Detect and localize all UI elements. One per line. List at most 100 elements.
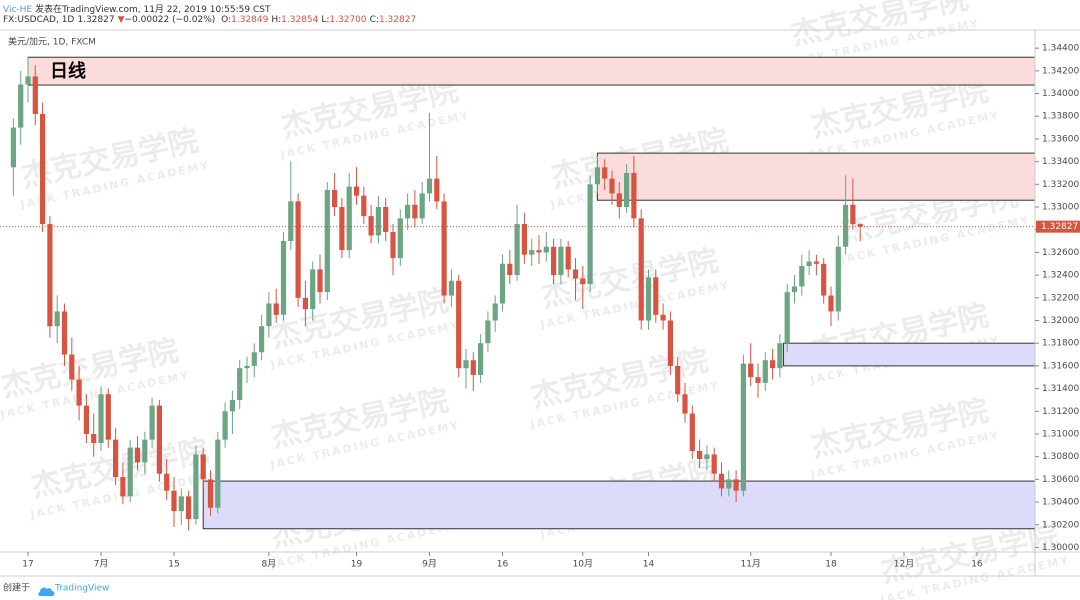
y-tick-label: 1.33400 bbox=[1042, 157, 1079, 167]
candle-body bbox=[463, 360, 469, 369]
candle-body bbox=[251, 352, 257, 366]
y-tick-label: 1.30400 bbox=[1042, 498, 1079, 508]
candle-body bbox=[499, 263, 506, 304]
candle-body bbox=[594, 167, 600, 185]
candle-body bbox=[478, 343, 484, 375]
candle-body bbox=[762, 360, 768, 383]
candle-body bbox=[521, 224, 527, 255]
candle-body bbox=[689, 413, 695, 452]
candle-body bbox=[448, 280, 454, 296]
candle-body bbox=[616, 193, 622, 208]
x-tick-label: 12月 bbox=[894, 559, 914, 570]
x-tick-label: 11月 bbox=[740, 559, 760, 570]
candle-body bbox=[791, 286, 798, 293]
candle-body bbox=[740, 363, 746, 491]
candle-body bbox=[215, 439, 221, 508]
y-tick-label: 1.33200 bbox=[1042, 180, 1079, 190]
x-tick-label: 19 bbox=[351, 560, 363, 570]
candle-body bbox=[704, 454, 710, 459]
candle-body bbox=[207, 479, 214, 508]
candle-body bbox=[113, 439, 119, 478]
x-tick-label: 16 bbox=[971, 560, 983, 570]
candle-body bbox=[134, 447, 141, 463]
zone bbox=[596, 152, 1036, 201]
candle-body bbox=[529, 250, 535, 255]
candle-body bbox=[310, 269, 316, 310]
candle-body bbox=[675, 365, 681, 395]
candle-body bbox=[368, 216, 374, 236]
candle-body bbox=[127, 447, 133, 497]
last-price-label: 1.32827 bbox=[1041, 222, 1078, 232]
header-line-1: Vic-HE 发表在TradingView.com, 11月 22, 2019 1… bbox=[3, 2, 274, 15]
zone bbox=[783, 342, 1036, 367]
candle-body bbox=[361, 195, 367, 217]
candle-body bbox=[682, 394, 688, 414]
x-tick-label: 14 bbox=[643, 560, 655, 570]
candle-body bbox=[10, 127, 16, 168]
candle-body bbox=[718, 473, 725, 489]
candle-body bbox=[353, 186, 360, 196]
candle-body bbox=[156, 405, 162, 474]
x-tick-label: 8月 bbox=[262, 559, 277, 570]
y-tick-label: 1.32600 bbox=[1042, 248, 1079, 258]
candle-body bbox=[25, 76, 31, 85]
candle-body bbox=[667, 320, 673, 366]
author: Vic-HE bbox=[3, 5, 33, 15]
candle-body bbox=[83, 405, 89, 434]
candle-body bbox=[726, 479, 732, 489]
candle-body bbox=[572, 269, 579, 279]
candle-body bbox=[317, 269, 323, 293]
candle-body bbox=[259, 326, 265, 353]
candle-body bbox=[507, 263, 513, 276]
candle-body bbox=[602, 167, 608, 179]
candle-body bbox=[178, 496, 184, 512]
ohlc-value: 1.32854 bbox=[281, 15, 319, 25]
candle-body bbox=[222, 411, 228, 440]
candle-body bbox=[339, 207, 345, 251]
symbol: FX:USDCAD, 1D bbox=[3, 15, 75, 25]
candle-body bbox=[47, 224, 53, 327]
candle-body bbox=[383, 207, 389, 232]
candle-body bbox=[426, 178, 433, 194]
y-tick-label: 1.31400 bbox=[1042, 384, 1079, 394]
last-price-box bbox=[1036, 220, 1080, 233]
candle-body bbox=[193, 454, 199, 520]
candle-body bbox=[375, 207, 381, 236]
candle-body bbox=[733, 479, 739, 491]
x-tick-label: 9月 bbox=[422, 559, 437, 570]
candle-body bbox=[98, 394, 104, 444]
candle-body bbox=[697, 451, 703, 459]
candle-body bbox=[76, 379, 82, 406]
candle-body bbox=[288, 201, 294, 242]
candle-body bbox=[551, 246, 557, 276]
zone bbox=[202, 480, 1036, 530]
candle-body bbox=[857, 224, 863, 227]
axes: 1.30000 1.30200 1.30400 1.30600 1.30800 1.310… bbox=[22, 44, 1080, 570]
candle-body bbox=[711, 454, 717, 474]
candle-body bbox=[653, 277, 659, 315]
candle-body bbox=[200, 454, 206, 480]
candle-body bbox=[770, 360, 776, 369]
candle-body bbox=[456, 280, 462, 369]
candle-body bbox=[784, 292, 790, 344]
candle-body bbox=[799, 266, 805, 287]
candle-body bbox=[229, 399, 235, 412]
candle-body bbox=[120, 477, 126, 497]
candle-body bbox=[105, 394, 111, 440]
plot: 日线 bbox=[0, 56, 1036, 531]
x-tick-label: 10月 bbox=[573, 559, 593, 570]
candle-body bbox=[645, 277, 652, 321]
candle-body bbox=[828, 295, 834, 312]
candle-body bbox=[850, 204, 856, 225]
y-tick-label: 1.33600 bbox=[1042, 134, 1079, 144]
candle-body bbox=[755, 377, 761, 383]
ohlc-value: 1.32700 bbox=[329, 15, 367, 25]
candle-body bbox=[813, 261, 819, 264]
candle-body bbox=[412, 204, 418, 219]
y-tick-label: 1.31000 bbox=[1042, 429, 1079, 439]
candle-body bbox=[419, 193, 425, 219]
candle-body bbox=[40, 113, 46, 225]
last-price: 1.32827 bbox=[77, 15, 115, 25]
candle-body bbox=[61, 311, 68, 355]
